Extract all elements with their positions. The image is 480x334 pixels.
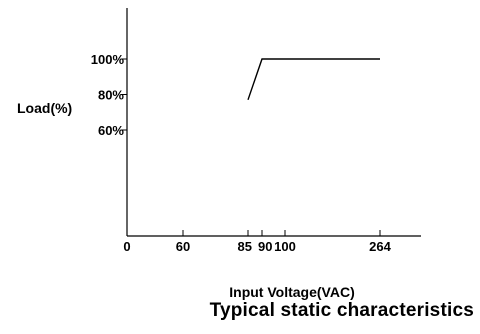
x-tick-label: 85 — [238, 239, 252, 254]
chart-title: Typical static characteristics — [0, 300, 480, 322]
x-tick-label: 60 — [176, 239, 190, 254]
x-tick-label: 0 — [123, 239, 130, 254]
x-ticks: 0 60 85 90 100 264 — [123, 230, 392, 254]
series — [247, 58, 380, 101]
x-tick-label: 100 — [274, 239, 296, 254]
y-tick-label: 100% — [91, 52, 125, 67]
y-tick-label: 80% — [98, 88, 124, 103]
chart-title-text: Typical static characteristics — [209, 300, 474, 321]
y-tick-label: 60% — [98, 123, 124, 138]
y-ticks: 60% 80% 100% — [91, 52, 127, 138]
x-tick-label: 264 — [369, 239, 391, 254]
y-axis-label: Load(%) — [17, 100, 72, 116]
series-line — [247, 58, 380, 101]
axes — [126, 8, 421, 237]
x-tick-label: 90 — [258, 239, 272, 254]
x-axis-label: Input Voltage(VAC) — [229, 284, 355, 300]
